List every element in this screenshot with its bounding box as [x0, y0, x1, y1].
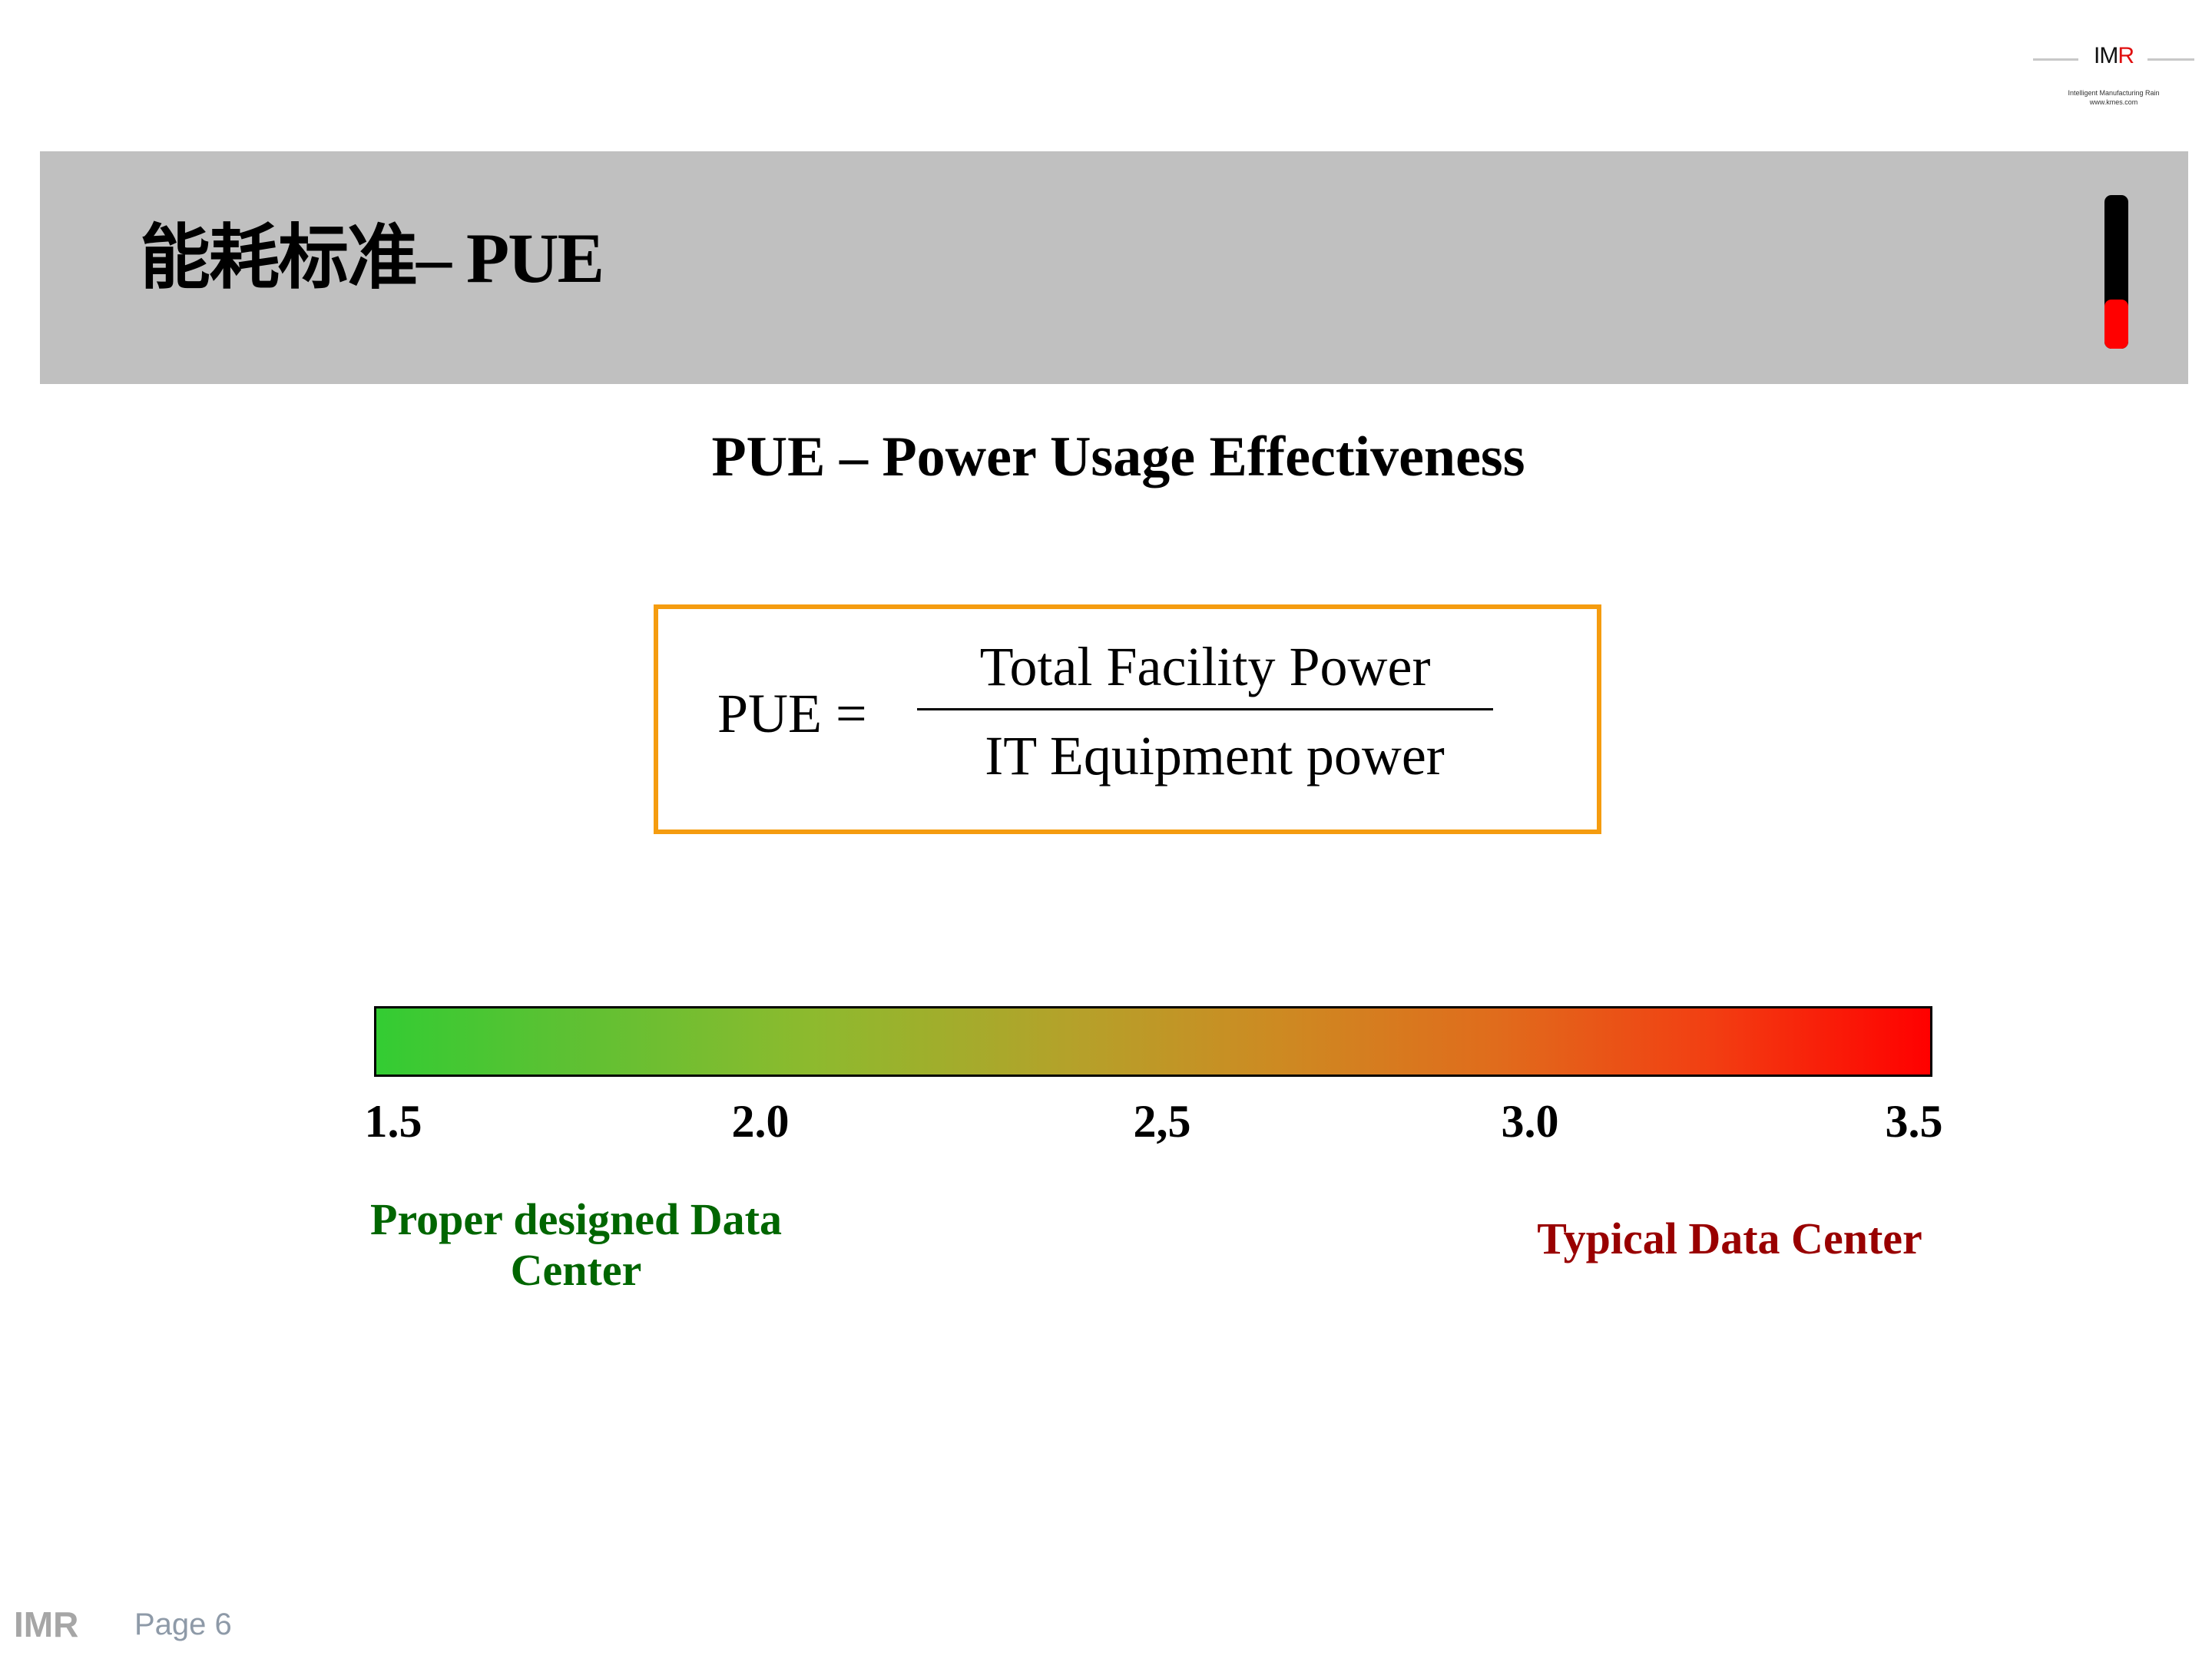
pue-gradient-scale [374, 1006, 1932, 1077]
title-bar [40, 151, 2188, 384]
formula-numerator: Total Facility Power [979, 636, 1431, 697]
page-title: 能耗标准– PUE [140, 219, 604, 297]
section-subtitle: PUE – Power Usage Effectiveness [711, 426, 1525, 488]
slide-indicator-icon [2104, 195, 2128, 349]
label-proper-designed: Proper designed Data Center [370, 1194, 782, 1295]
formula-box [654, 604, 1601, 834]
logo-divider-left [2033, 58, 2078, 61]
footer-logo: IMR [14, 1604, 79, 1644]
scale-tick: 2,5 [1133, 1096, 1191, 1147]
brand-website: www.kmes.com [2089, 98, 2138, 106]
brand-logo: IMR [2075, 43, 2152, 69]
scale-tick: 3.5 [1885, 1096, 1943, 1147]
brand-logo-accent: R [2118, 43, 2134, 68]
brand-logo-prefix: IM [2094, 43, 2118, 68]
scale-tick: 2.0 [731, 1096, 790, 1147]
slide-indicator-fill [2104, 300, 2128, 349]
brand-tagline: Intelligent Manufacturing Rain [2068, 89, 2160, 97]
scale-tick: 3.0 [1501, 1096, 1559, 1147]
scale-tick: 1.5 [364, 1096, 422, 1147]
logo-divider-right [2147, 58, 2194, 61]
label-typical: Typical Data Center [1537, 1214, 1922, 1263]
fraction-line [917, 708, 1493, 710]
page-number: Page 6 [134, 1608, 232, 1641]
formula-lhs: PUE = [717, 683, 867, 744]
formula-denominator: IT Equipment power [985, 725, 1445, 786]
